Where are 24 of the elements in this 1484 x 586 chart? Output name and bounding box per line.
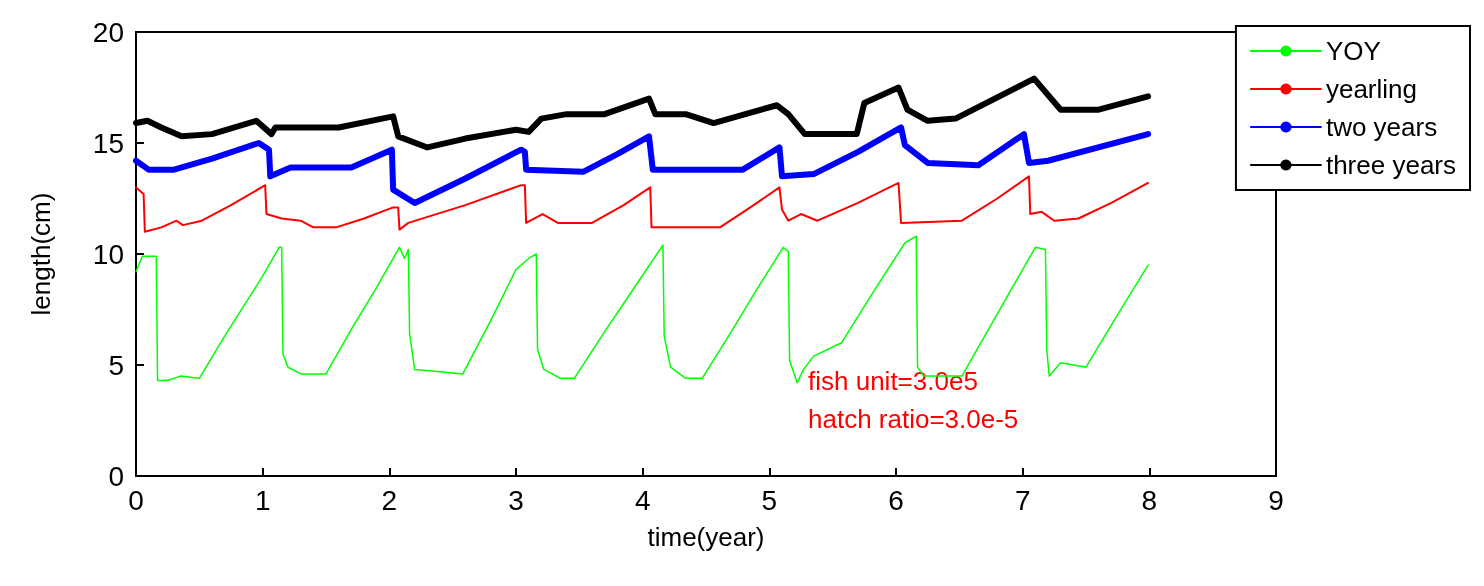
x-tick-label: 8 — [1141, 484, 1158, 516]
x-tick-label: 7 — [1014, 484, 1031, 516]
x-tick-label: 6 — [888, 484, 904, 516]
y-tick-label: 10 — [92, 238, 124, 270]
x-tick-label: 0 — [128, 484, 144, 516]
legend-label: yearling — [1325, 74, 1417, 104]
y-tick-label: 15 — [92, 127, 124, 159]
y-tick-label: 20 — [92, 16, 124, 48]
y-axis-title: length(cm) — [26, 192, 56, 316]
x-tick-label: 9 — [1268, 484, 1284, 516]
x-tick-label: 5 — [761, 484, 778, 516]
annotation: fish unit=3.0e5 — [808, 366, 978, 396]
line-series — [135, 175, 1150, 233]
x-axis-title: time(year) — [647, 522, 765, 552]
x-tick-label: 2 — [381, 484, 398, 516]
x-tick-label: 3 — [508, 484, 524, 516]
y-tick-label: 5 — [108, 349, 124, 381]
y-tick-label: 0 — [108, 460, 124, 492]
legend-label: three years — [1325, 150, 1457, 180]
legend-label: two years — [1325, 112, 1438, 142]
x-tick-label: 1 — [254, 484, 271, 516]
annotation: hatch ratio=3.0e-5 — [808, 404, 1019, 434]
legend-label: YOY — [1325, 36, 1381, 66]
x-tick-label: 4 — [634, 484, 651, 516]
